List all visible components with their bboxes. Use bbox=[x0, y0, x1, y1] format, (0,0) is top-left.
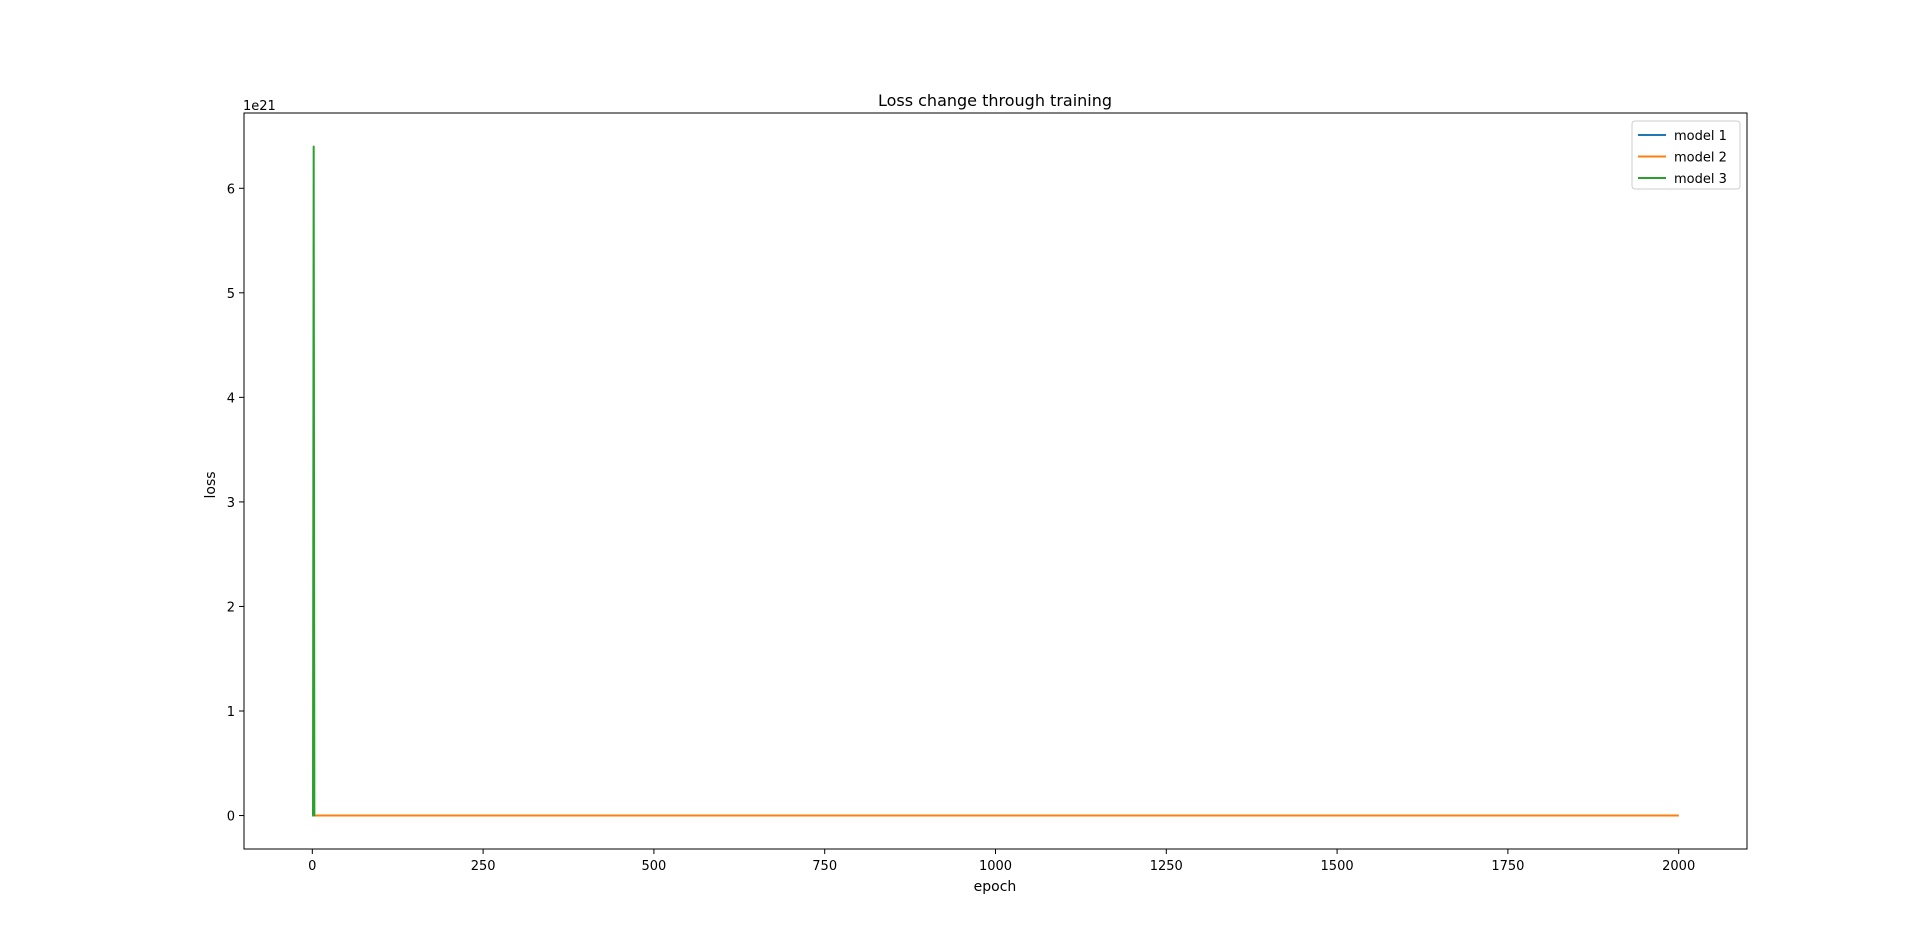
chart-title: Loss change through training bbox=[878, 91, 1112, 110]
x-tick-label: 2000 bbox=[1662, 859, 1695, 874]
x-tick-label: 1500 bbox=[1321, 859, 1354, 874]
x-tick-label: 1250 bbox=[1150, 859, 1183, 874]
series-line-3 bbox=[312, 145, 316, 817]
y-tick-label: 0 bbox=[227, 810, 235, 825]
plot-area bbox=[312, 145, 1679, 817]
y-axis: 0 1 2 3 4 5 6 bbox=[227, 182, 244, 825]
y-tick-label: 6 bbox=[227, 182, 235, 197]
y-tick-label: 5 bbox=[227, 287, 235, 302]
y-tick-label: 2 bbox=[227, 600, 235, 615]
y-tick-label: 1 bbox=[227, 705, 235, 720]
legend-box bbox=[1631, 120, 1741, 190]
x-tick-label: 0 bbox=[308, 859, 316, 874]
x-tick-label: 1000 bbox=[979, 859, 1012, 874]
x-tick-label: 1750 bbox=[1491, 859, 1524, 874]
legend-label-3: model 3 bbox=[1674, 172, 1727, 187]
x-tick-label: 250 bbox=[471, 859, 496, 874]
x-tick-label: 500 bbox=[641, 859, 666, 874]
y-tick-label: 4 bbox=[227, 391, 235, 406]
x-axis-label: epoch bbox=[974, 879, 1017, 895]
legend: model 1 model 2 model 3 bbox=[1631, 120, 1741, 190]
y-axis-label: loss bbox=[203, 471, 219, 498]
x-axis: 0 250 500 750 1000 1250 1500 1750 2000 bbox=[308, 849, 1695, 874]
legend-label-1: model 1 bbox=[1674, 129, 1727, 144]
y-axis-offset-label: 1e21 bbox=[243, 99, 276, 114]
y-tick-label: 3 bbox=[227, 496, 235, 511]
legend-label-2: model 2 bbox=[1674, 151, 1727, 166]
x-tick-label: 750 bbox=[812, 859, 837, 874]
plot-frame bbox=[243, 112, 1748, 850]
